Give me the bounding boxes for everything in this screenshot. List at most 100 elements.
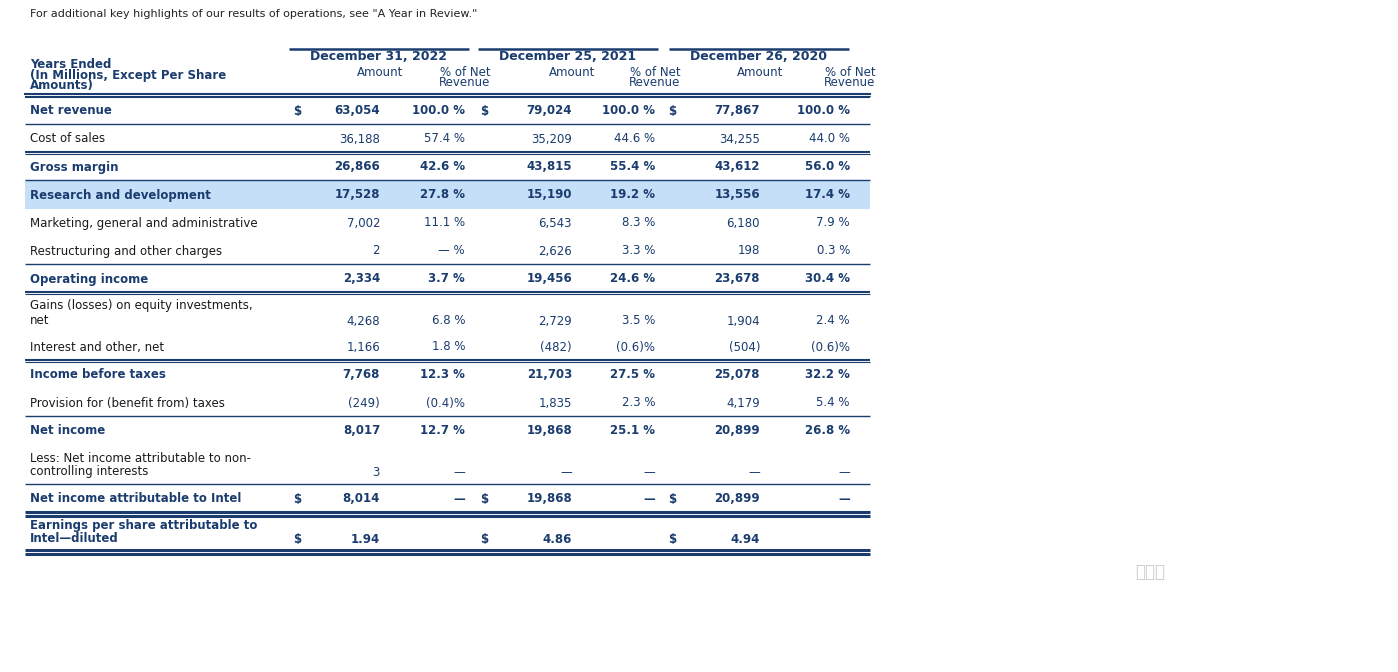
Text: controlling interests: controlling interests (29, 466, 148, 478)
Text: 56.0 %: 56.0 % (805, 161, 850, 173)
Text: 8,017: 8,017 (343, 425, 380, 437)
Text: 2.3 %: 2.3 % (622, 396, 656, 409)
Text: —: — (643, 493, 656, 505)
Text: 1,904: 1,904 (727, 314, 761, 327)
Text: 42.6 %: 42.6 % (419, 161, 466, 173)
Text: (504): (504) (728, 341, 761, 353)
Text: 21,703: 21,703 (527, 368, 572, 382)
Text: Research and development: Research and development (29, 189, 211, 202)
Text: 13,556: 13,556 (714, 189, 761, 202)
Text: 3: 3 (373, 466, 380, 480)
Text: For additional key highlights of our results of operations, see "A Year in Revie: For additional key highlights of our res… (29, 9, 477, 19)
Text: Net revenue: Net revenue (29, 105, 112, 118)
Text: Net income attributable to Intel: Net income attributable to Intel (29, 493, 242, 505)
Text: 12.7 %: 12.7 % (421, 425, 466, 437)
Text: 1,835: 1,835 (538, 396, 572, 409)
Text: 1.8 %: 1.8 % (432, 341, 466, 353)
Text: $: $ (668, 533, 677, 546)
Text: 43,612: 43,612 (714, 161, 761, 173)
Text: 77,867: 77,867 (714, 105, 761, 118)
Text: Amount: Amount (549, 65, 596, 79)
Text: 15,190: 15,190 (527, 189, 572, 202)
Text: $: $ (480, 533, 488, 546)
Text: 12.3 %: 12.3 % (421, 368, 466, 382)
Text: 26.8 %: 26.8 % (805, 425, 850, 437)
Text: $: $ (294, 105, 301, 118)
Text: $: $ (294, 533, 301, 546)
Text: 2,729: 2,729 (538, 314, 572, 327)
Text: Amount: Amount (356, 65, 403, 79)
Text: 2.4 %: 2.4 % (816, 314, 850, 327)
Text: 7,002: 7,002 (347, 216, 380, 230)
Text: 63,054: 63,054 (334, 105, 380, 118)
Text: 100.0 %: 100.0 % (797, 105, 850, 118)
Text: —: — (453, 493, 466, 505)
Text: 20,899: 20,899 (714, 493, 761, 505)
Text: 17,528: 17,528 (334, 189, 380, 202)
Text: Years Ended: Years Ended (29, 58, 112, 71)
Text: (482): (482) (541, 341, 572, 353)
Text: 19,868: 19,868 (526, 425, 572, 437)
Text: Income before taxes: Income before taxes (29, 368, 166, 382)
Text: (0.4)%: (0.4)% (426, 396, 466, 409)
Text: 2: 2 (372, 245, 380, 257)
Text: 19,868: 19,868 (526, 493, 572, 505)
Text: —: — (561, 466, 572, 480)
Text: —: — (643, 466, 656, 480)
Text: 25.1 %: 25.1 % (610, 425, 656, 437)
Text: 44.0 %: 44.0 % (809, 132, 850, 146)
Text: $: $ (294, 493, 301, 505)
Text: % of Net: % of Net (629, 67, 681, 79)
Text: —: — (839, 493, 850, 505)
Text: December 26, 2020: December 26, 2020 (691, 50, 828, 63)
Text: Less: Net income attributable to non-: Less: Net income attributable to non- (29, 452, 252, 464)
Text: 24.6 %: 24.6 % (610, 273, 656, 286)
Text: (0.6)%: (0.6)% (617, 341, 656, 353)
Text: 11.1 %: 11.1 % (424, 216, 466, 230)
Text: Amount: Amount (737, 65, 783, 79)
Text: 7.9 %: 7.9 % (816, 216, 850, 230)
Text: 20,899: 20,899 (714, 425, 761, 437)
Text: —: — (748, 466, 761, 480)
Text: 3.3 %: 3.3 % (622, 245, 656, 257)
Text: $: $ (668, 493, 677, 505)
Text: Restructuring and other charges: Restructuring and other charges (29, 245, 222, 257)
Text: 17.4 %: 17.4 % (805, 189, 850, 202)
Text: 27.5 %: 27.5 % (610, 368, 656, 382)
Text: 6,543: 6,543 (538, 216, 572, 230)
Text: 4.94: 4.94 (731, 533, 761, 546)
Text: 8.3 %: 8.3 % (622, 216, 656, 230)
Text: % of Net: % of Net (440, 67, 491, 79)
Text: 1,166: 1,166 (347, 341, 380, 353)
Text: 3.7 %: 3.7 % (428, 273, 466, 286)
Text: —: — (453, 466, 466, 480)
Text: 2,626: 2,626 (538, 245, 572, 257)
Text: 2,334: 2,334 (343, 273, 380, 286)
Text: Operating income: Operating income (29, 273, 148, 286)
Text: Earnings per share attributable to: Earnings per share attributable to (29, 519, 257, 532)
Text: Intel—diluted: Intel—diluted (29, 532, 119, 546)
Text: (249): (249) (348, 396, 380, 409)
Text: 79,024: 79,024 (527, 105, 572, 118)
Text: (In Millions, Except Per Share: (In Millions, Except Per Share (29, 69, 226, 81)
Text: 7,768: 7,768 (343, 368, 380, 382)
Text: 0.3 %: 0.3 % (816, 245, 850, 257)
Text: 32.2 %: 32.2 % (805, 368, 850, 382)
Text: —: — (839, 466, 850, 480)
Text: 1.94: 1.94 (351, 533, 380, 546)
Text: Amounts): Amounts) (29, 79, 94, 93)
Text: 19.2 %: 19.2 % (610, 189, 656, 202)
Text: 26,866: 26,866 (334, 161, 380, 173)
Text: 43,815: 43,815 (527, 161, 572, 173)
Text: $: $ (668, 105, 677, 118)
Text: Revenue: Revenue (825, 77, 875, 89)
Text: December 25, 2021: December 25, 2021 (499, 50, 636, 63)
Text: 25,078: 25,078 (714, 368, 761, 382)
Text: (0.6)%: (0.6)% (811, 341, 850, 353)
Text: 55.4 %: 55.4 % (610, 161, 656, 173)
Text: 4.86: 4.86 (542, 533, 572, 546)
Text: 27.8 %: 27.8 % (419, 189, 466, 202)
Text: Provision for (benefit from) taxes: Provision for (benefit from) taxes (29, 396, 225, 409)
Text: 36,188: 36,188 (340, 132, 380, 146)
Text: 5.4 %: 5.4 % (816, 396, 850, 409)
